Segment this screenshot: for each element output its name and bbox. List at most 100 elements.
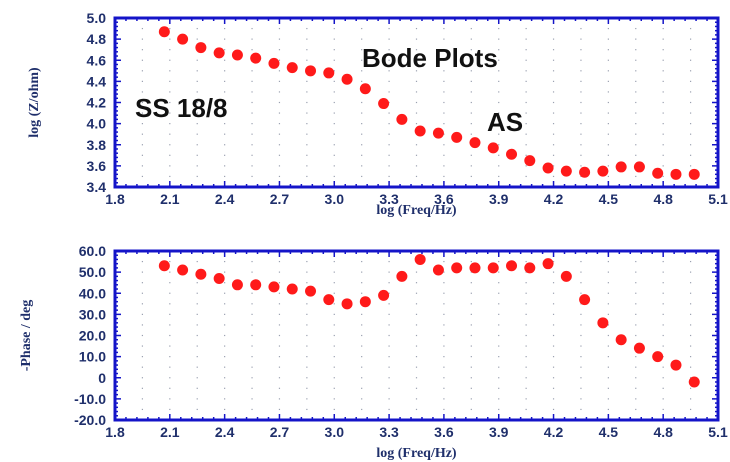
grid-dot <box>498 313 500 315</box>
grid-dot <box>607 313 609 315</box>
grid-dot <box>196 282 198 284</box>
data-point <box>195 268 207 280</box>
grid-dot <box>388 334 390 337</box>
grid-dot <box>607 324 609 326</box>
grid-dot <box>251 49 253 51</box>
grid-dot <box>306 59 308 61</box>
grid-dot <box>607 387 609 389</box>
grid-dot <box>552 144 555 146</box>
grid-dot <box>635 313 637 315</box>
y-tick-label: 30.0 <box>79 306 106 322</box>
grid-dot <box>443 260 445 263</box>
grid-dot <box>361 334 363 337</box>
grid-dot <box>580 313 582 315</box>
grid-dot <box>251 324 253 326</box>
grid-dot <box>169 271 171 273</box>
x-tick-label: 3.6 <box>434 424 454 440</box>
grid-dot <box>552 398 555 400</box>
grid-dot <box>470 324 472 326</box>
grid-dot <box>580 165 582 167</box>
grid-dot <box>443 123 445 125</box>
grid-dot <box>361 313 363 315</box>
grid-dot <box>635 144 637 146</box>
data-point <box>579 294 591 306</box>
grid-dot <box>306 387 308 389</box>
y-tick-label: 40.0 <box>79 285 106 301</box>
data-point <box>542 258 554 270</box>
x-tick-label: 3.9 <box>489 424 509 440</box>
grid-dot <box>443 49 445 51</box>
data-series <box>158 253 700 388</box>
grid-dot <box>361 260 363 263</box>
grid-dot <box>169 387 171 389</box>
grid-dot <box>361 165 363 167</box>
grid-dot <box>580 59 582 61</box>
grid-dot <box>635 27 637 30</box>
grid-dot <box>689 133 692 135</box>
grid-dot <box>635 112 637 114</box>
grid-dot <box>443 313 445 315</box>
grid-dot <box>224 313 226 315</box>
grid-dot <box>333 334 335 337</box>
grid-dot <box>169 91 171 93</box>
grid-dot <box>141 398 144 400</box>
grid-dot <box>251 292 253 294</box>
grid-dot <box>333 324 335 326</box>
grid-dot <box>333 398 335 400</box>
grid-dot <box>278 38 281 40</box>
grid-dot <box>552 408 555 411</box>
grid-dot <box>306 175 308 178</box>
grid-dot <box>470 165 472 167</box>
grid-dot <box>306 133 308 135</box>
grid-dot <box>635 356 637 358</box>
grid-dot <box>333 271 335 273</box>
grid-dot <box>224 70 226 72</box>
grid-dot <box>224 408 226 411</box>
grid-dot <box>251 133 253 135</box>
grid-dot <box>443 165 445 167</box>
data-point <box>469 262 481 274</box>
grid-dot <box>361 356 363 358</box>
grid-dot <box>607 133 609 135</box>
grid-dot <box>141 144 144 146</box>
grid-dot <box>251 366 253 368</box>
grid-dot <box>415 59 418 61</box>
grid-dot <box>415 313 418 315</box>
grid-dot <box>196 175 198 178</box>
grid-dot <box>470 101 472 104</box>
grid-dot <box>251 334 253 337</box>
grid-dot <box>141 112 144 114</box>
grid-dot <box>498 123 500 125</box>
grid-dot <box>415 366 418 368</box>
grid-dot <box>415 398 418 400</box>
grid-dot <box>607 282 609 284</box>
grid-dot <box>388 165 390 167</box>
grid-dot <box>361 70 363 72</box>
grid-dot <box>580 334 582 337</box>
grid-dot <box>306 271 308 273</box>
data-point <box>688 168 700 180</box>
grid-dot <box>388 175 390 178</box>
grid-dot <box>580 260 582 263</box>
grid-dot <box>662 123 664 125</box>
grid-dot <box>169 334 171 337</box>
grid-dot <box>224 165 226 167</box>
grid-dot <box>498 271 500 273</box>
y-tick-label: 50.0 <box>79 264 106 280</box>
grid-dot <box>141 49 144 51</box>
grid-dot <box>306 49 308 51</box>
grid-dot <box>580 133 582 135</box>
data-point <box>250 279 262 291</box>
grid-dot <box>196 144 198 146</box>
grid-dot <box>662 70 664 72</box>
grid-dot <box>141 80 144 82</box>
x-tick-label: 2.1 <box>160 191 180 207</box>
grid-dot <box>251 123 253 125</box>
grid-dot <box>333 133 335 135</box>
grid-dot <box>662 80 664 82</box>
grid-dot <box>607 49 609 51</box>
grid-dot <box>278 101 281 104</box>
grid-dot <box>498 282 500 284</box>
grid-dot <box>415 377 418 379</box>
grid-dot <box>689 387 692 389</box>
